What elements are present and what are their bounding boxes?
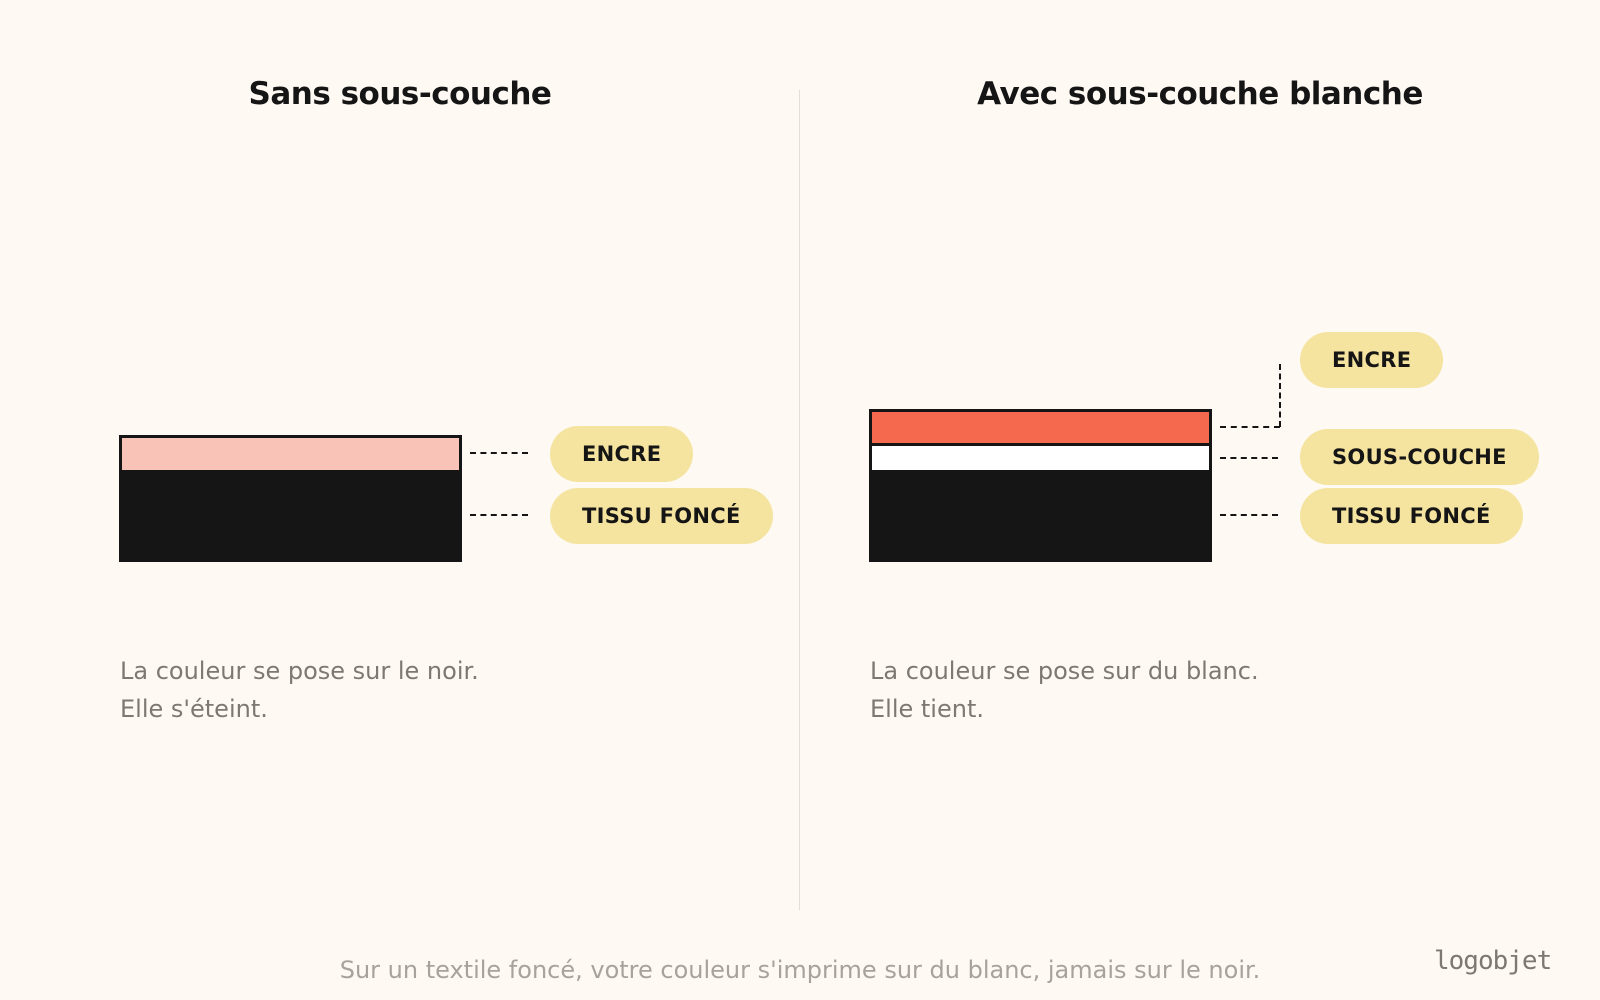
left-caption: La couleur se pose sur le noir. Elle s'é… (120, 652, 479, 728)
right-underbase-fabric-separator (869, 470, 1212, 473)
right-ink-underbase-separator (869, 443, 1212, 446)
left-caption-line2: Elle s'éteint. (120, 695, 268, 723)
right-fabric-leader (1220, 514, 1278, 516)
right-underbase-label: SOUS-COUCHE (1300, 429, 1539, 485)
left-ink-leader (470, 452, 528, 454)
footer-note: Sur un textile foncé, votre couleur s'im… (339, 956, 1261, 984)
right-panel-title: Avec sous-couche blanche (977, 76, 1423, 112)
right-ink-leader (1220, 426, 1280, 428)
left-fabric-leader (470, 514, 528, 516)
right-ink-leader-vertical (1279, 364, 1281, 427)
right-caption-line1: La couleur se pose sur du blanc. (870, 657, 1259, 685)
right-underbase-layer (869, 445, 1212, 472)
right-caption: La couleur se pose sur du blanc. Elle ti… (870, 652, 1259, 728)
right-ink-layer (869, 410, 1212, 445)
left-fabric-layer (119, 470, 462, 562)
right-underbase-leader (1220, 457, 1278, 459)
left-caption-line1: La couleur se pose sur le noir. (120, 657, 479, 685)
right-fabric-layer (869, 472, 1212, 562)
left-fabric-label: TISSU FONCÉ (550, 488, 773, 544)
right-fabric-label: TISSU FONCÉ (1300, 488, 1523, 544)
left-ink-layer (119, 436, 462, 470)
brand-logo: logobjet (1434, 946, 1552, 976)
left-panel-title: Sans sous-couche (248, 76, 552, 112)
panel-divider (799, 90, 800, 910)
left-ink-label: ENCRE (550, 426, 694, 482)
right-caption-line2: Elle tient. (870, 695, 984, 723)
right-ink-label: ENCRE (1300, 332, 1444, 388)
